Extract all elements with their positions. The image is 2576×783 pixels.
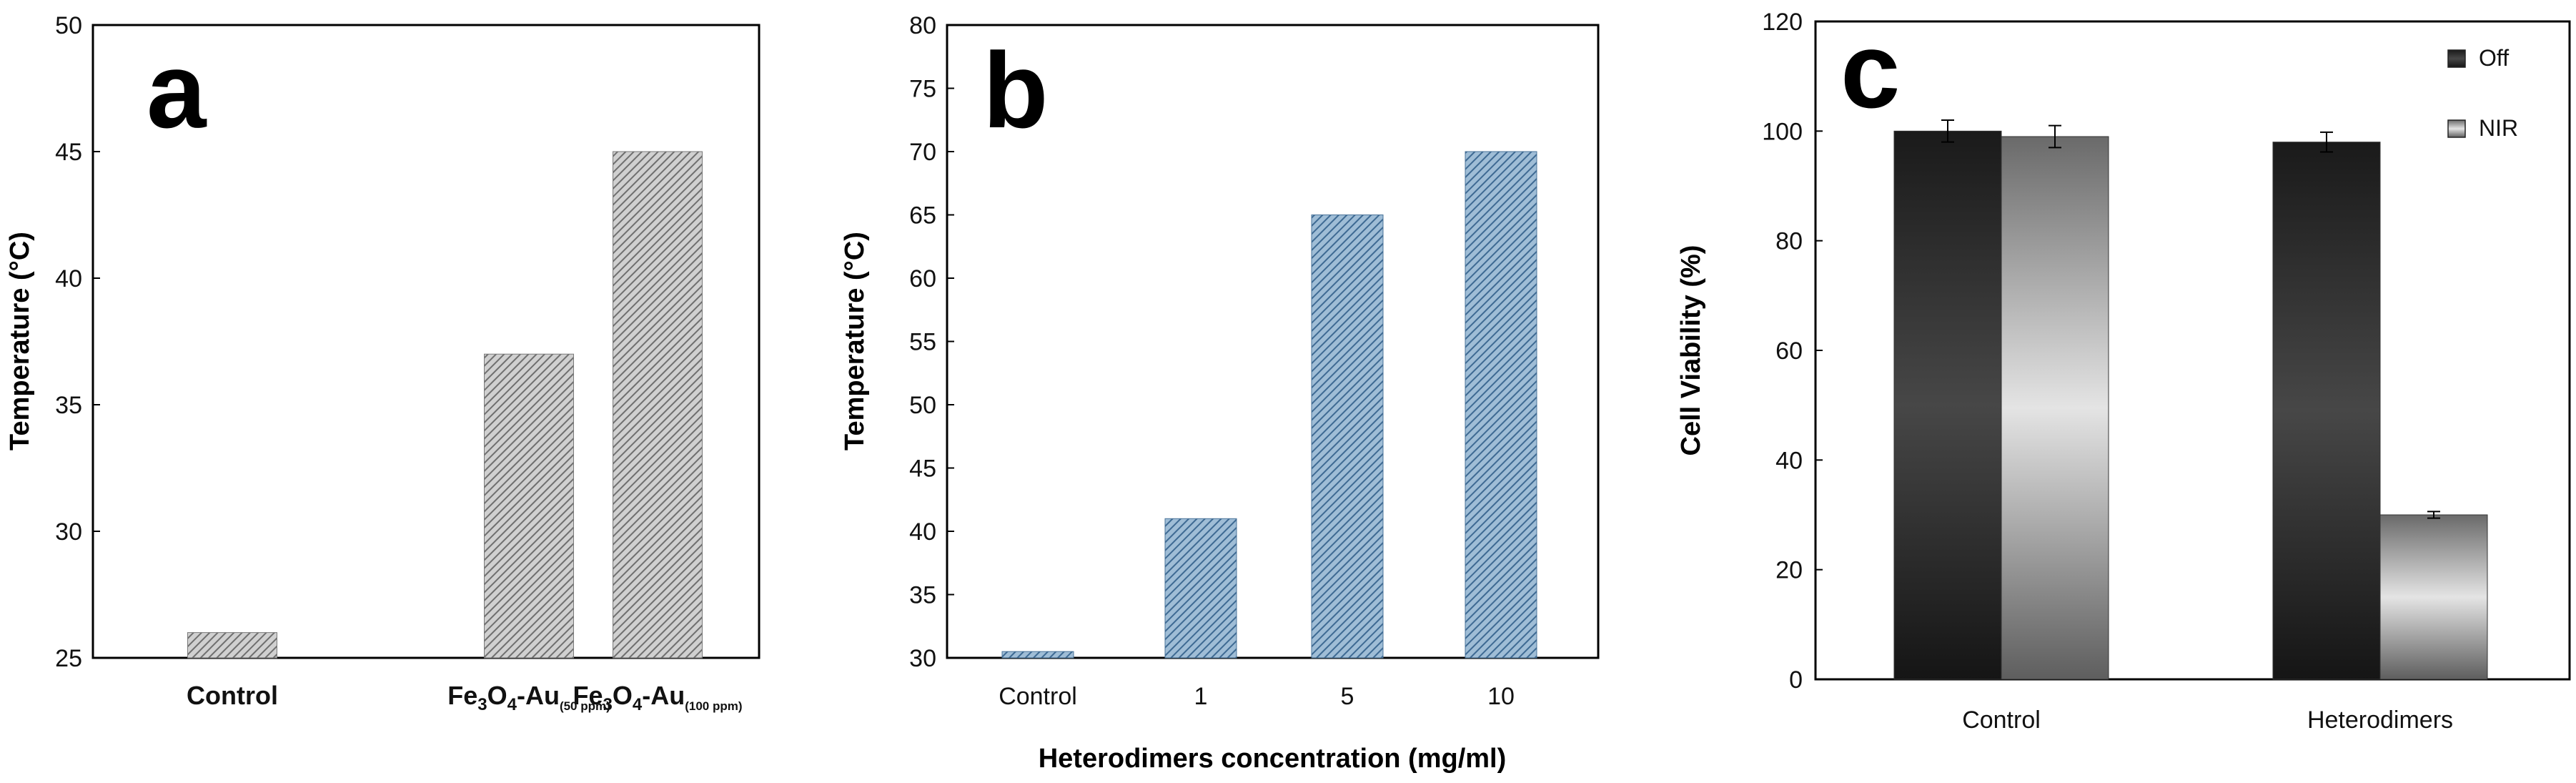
y-tick-label: 60 <box>909 265 936 292</box>
bar <box>1164 518 1237 659</box>
legend-swatch <box>2447 119 2466 138</box>
y-tick-label: 30 <box>55 518 82 546</box>
bar <box>2379 514 2488 680</box>
y-axis-label: Temperature (°C) <box>5 232 35 450</box>
x-tick-group: Control 1 5 10 <box>999 683 1515 710</box>
bar-group <box>1001 151 1537 659</box>
bar-group <box>1893 119 2488 680</box>
bar <box>1311 215 1384 659</box>
x-tick-group: Control Fe3O4-Au(50 ppm)Fe3O4-Au(100 ppm) <box>187 681 743 714</box>
y-tick-label: 35 <box>55 392 82 419</box>
bar-group <box>187 151 703 659</box>
y-tick-group: 30 35 40 45 50 55 60 65 70 75 80 <box>909 12 954 672</box>
x-axis-label: Heterodimers concentration (mg/ml) <box>1039 744 1507 774</box>
x-tick-label: Control <box>187 681 278 710</box>
y-tick-label: 0 <box>1789 666 1803 694</box>
panel-label: b <box>983 30 1049 150</box>
legend-label: Off <box>2479 45 2509 71</box>
bar <box>2272 142 2381 680</box>
y-axis-label: Cell Viability (%) <box>1676 245 1706 456</box>
bar <box>1893 130 2002 680</box>
y-tick-label: 25 <box>55 645 82 672</box>
y-axis-label: Temperature (°C) <box>840 232 870 450</box>
x-tick-label: 10 <box>1487 683 1515 710</box>
x-tick-label: Heterodimers <box>2307 706 2453 734</box>
x-tick-label: 5 <box>1341 683 1354 710</box>
y-tick-group: 25 30 35 40 45 50 <box>55 12 100 672</box>
y-tick-label: 75 <box>909 76 936 103</box>
y-tick-label: 100 <box>1762 118 1803 145</box>
y-tick-label: 40 <box>1775 447 1803 474</box>
legend-label: NIR <box>2479 115 2518 141</box>
y-tick-label: 35 <box>909 582 936 609</box>
bar <box>1465 151 1537 659</box>
y-tick-label: 120 <box>1762 9 1803 36</box>
x-tick-label: Control <box>1962 706 2041 734</box>
y-tick-label: 70 <box>909 139 936 166</box>
y-tick-label: 45 <box>55 139 82 166</box>
y-tick-label: 40 <box>55 265 82 292</box>
chart-panel-c: 0 20 40 60 80 100 120 Control Heterodimers Off N… <box>1676 9 2571 734</box>
bar <box>613 151 703 659</box>
y-tick-label: 40 <box>909 518 936 546</box>
y-tick-label: 65 <box>909 202 936 230</box>
panel-label: a <box>147 30 207 150</box>
y-tick-label: 80 <box>1775 228 1803 255</box>
legend: Off NIR <box>2447 45 2518 141</box>
chart-panel-b: 30 35 40 45 50 55 60 65 70 75 80 Control 1 5 10 Tempe… <box>840 12 1600 774</box>
x-tick-label: Fe3O4-Au(100 ppm) <box>573 681 742 714</box>
x-tick-label: Fe3O4-Au(50 ppm) <box>447 681 610 714</box>
x-tick-label: Control <box>999 683 1077 710</box>
chart-panel-a: 25 30 35 40 45 50 Control Fe3O4-Au(50 ppm)Fe3O… <box>5 12 761 714</box>
y-tick-label: 80 <box>909 12 936 39</box>
y-tick-label: 30 <box>909 645 936 672</box>
bar <box>484 353 574 659</box>
y-tick-label: 60 <box>1775 338 1803 365</box>
legend-swatch <box>2447 49 2466 68</box>
y-tick-label: 20 <box>1775 557 1803 584</box>
x-tick-group: Control Heterodimers <box>1962 706 2453 734</box>
bar <box>187 632 277 659</box>
y-tick-label: 50 <box>55 12 82 39</box>
y-tick-label: 45 <box>909 455 936 483</box>
y-tick-label: 50 <box>909 392 936 419</box>
bar <box>2001 136 2109 680</box>
x-tick-label: 1 <box>1194 683 1208 710</box>
y-tick-label: 55 <box>909 329 936 356</box>
plot-frame <box>91 24 761 659</box>
panel-label: c <box>1841 10 1900 130</box>
y-tick-group: 0 20 40 60 80 100 120 <box>1762 9 1823 694</box>
bar <box>1001 651 1074 659</box>
